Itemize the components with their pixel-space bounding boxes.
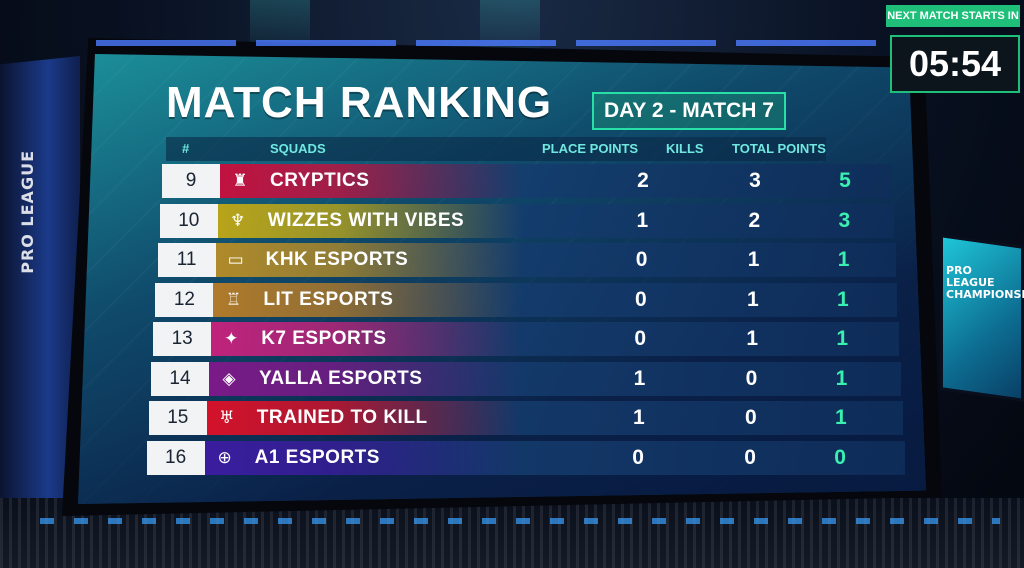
rank-number: 16 [146,440,205,475]
team-strip: ♅ TRAINED TO KILL 1 0 1 [206,401,903,435]
place-points-value: 1 [636,208,649,232]
header-kills: KILLS [666,141,704,156]
table-row: 14 ◈ YALLA ESPORTS 1 0 1 [151,361,901,396]
rank-number: 11 [157,243,216,277]
team-name: WIZZES WITH VIBES [267,209,465,231]
team-name: A1 ESPORTS [254,446,380,468]
timer-label: NEXT MATCH STARTS IN [886,5,1020,27]
team-strip: ◈ YALLA ESPORTS 1 0 1 [209,361,901,396]
castle-icon: ♜ [232,171,248,191]
rank-number: 12 [155,282,214,317]
kills-value: 0 [744,406,757,429]
right-side-banner: PRO LEAGUE CHAMPIONSHIP [946,264,1024,302]
kills-value: 2 [748,208,761,232]
team-name: KHK ESPORTS [265,249,409,270]
team-strip: ♖ LIT ESPORTS 0 1 1 [213,282,898,317]
total-points-value: 1 [835,366,848,390]
table-row: 10 ♆ WIZZES WITH VIBES 1 2 3 [159,203,894,238]
day-match-badge: DAY 2 - MATCH 7 [592,92,786,130]
kills-value: 1 [747,287,759,311]
khk-icon: ▭ [227,250,244,270]
kills-value: 0 [744,445,756,469]
place-points-value: 1 [632,406,645,429]
table-row: 13 ✦ K7 ESPORTS 0 1 1 [153,322,900,356]
team-strip: ▭ KHK ESPORTS 0 1 1 [215,243,896,277]
place-points-value: 0 [635,287,647,311]
place-points-value: 0 [634,327,647,350]
lit-icon: ♖ [225,289,242,310]
total-points-value: 1 [834,406,847,429]
page-title: MATCH RANKING [166,78,553,127]
table-row: 15 ♅ TRAINED TO KILL 1 0 1 [148,401,903,435]
team-name: YALLA ESPORTS [259,367,423,389]
team-name: CRYPTICS [270,170,370,191]
right-side-screen [940,234,1024,402]
team-name: TRAINED TO KILL [256,407,428,428]
table-row: 12 ♖ LIT ESPORTS 0 1 1 [155,282,898,317]
horns-icon: ♆ [230,210,246,231]
total-points-value: 1 [836,327,849,350]
place-points-value: 2 [637,169,649,192]
rank-number: 9 [162,164,220,198]
rank-number: 10 [159,203,218,238]
table-header: # SQUADS PLACE POINTS KILLS TOTAL POINTS [166,137,826,161]
place-points-value: 1 [633,366,646,390]
total-points-value: 0 [834,445,846,469]
a1-icon: ⊕ [217,447,232,468]
total-points-value: 5 [839,169,851,192]
table-row: 11 ▭ KHK ESPORTS 0 1 1 [157,243,896,277]
team-strip: ✦ K7 ESPORTS 0 1 1 [211,322,900,356]
screen-light-edge [96,40,896,46]
stage-light-strip [40,518,1000,524]
place-points-value: 0 [635,248,648,271]
header-total-points: TOTAL POINTS [732,141,826,156]
table-row: 16 ⊕ A1 ESPORTS 0 0 0 [146,440,905,475]
wings-icon: ♅ [219,408,235,428]
rank-number: 13 [153,322,212,356]
rank-number: 15 [148,401,207,435]
kills-value: 0 [745,366,758,390]
wolf-icon: ✦ [224,329,239,349]
rank-number: 14 [151,361,209,396]
table-row: 9 ♜ CRYPTICS 2 3 5 [162,164,892,198]
team-name: K7 ESPORTS [261,328,387,349]
kills-value: 3 [749,169,761,192]
kills-value: 1 [746,327,759,350]
kills-value: 1 [747,248,760,271]
total-points-value: 3 [838,208,851,232]
total-points-value: 1 [837,248,850,271]
timer-value: 05:54 [908,43,1002,84]
total-points-value: 1 [837,287,849,311]
team-strip: ♜ CRYPTICS 2 3 5 [220,164,892,198]
next-match-timer: NEXT MATCH STARTS IN 05:54 [886,5,1020,93]
timer-box: 05:54 [890,35,1020,93]
header-rank: # [182,141,190,156]
team-strip: ♆ WIZZES WITH VIBES 1 2 3 [217,203,894,238]
diamond-icon: ◈ [222,368,236,389]
team-name: LIT ESPORTS [263,288,394,310]
left-side-banner: PRO LEAGUE [18,150,37,274]
place-points-value: 0 [632,445,644,469]
team-strip: ⊕ A1 ESPORTS 0 0 0 [204,440,905,475]
header-squads: SQUADS [270,141,326,156]
header-place-points: PLACE POINTS [542,141,639,156]
